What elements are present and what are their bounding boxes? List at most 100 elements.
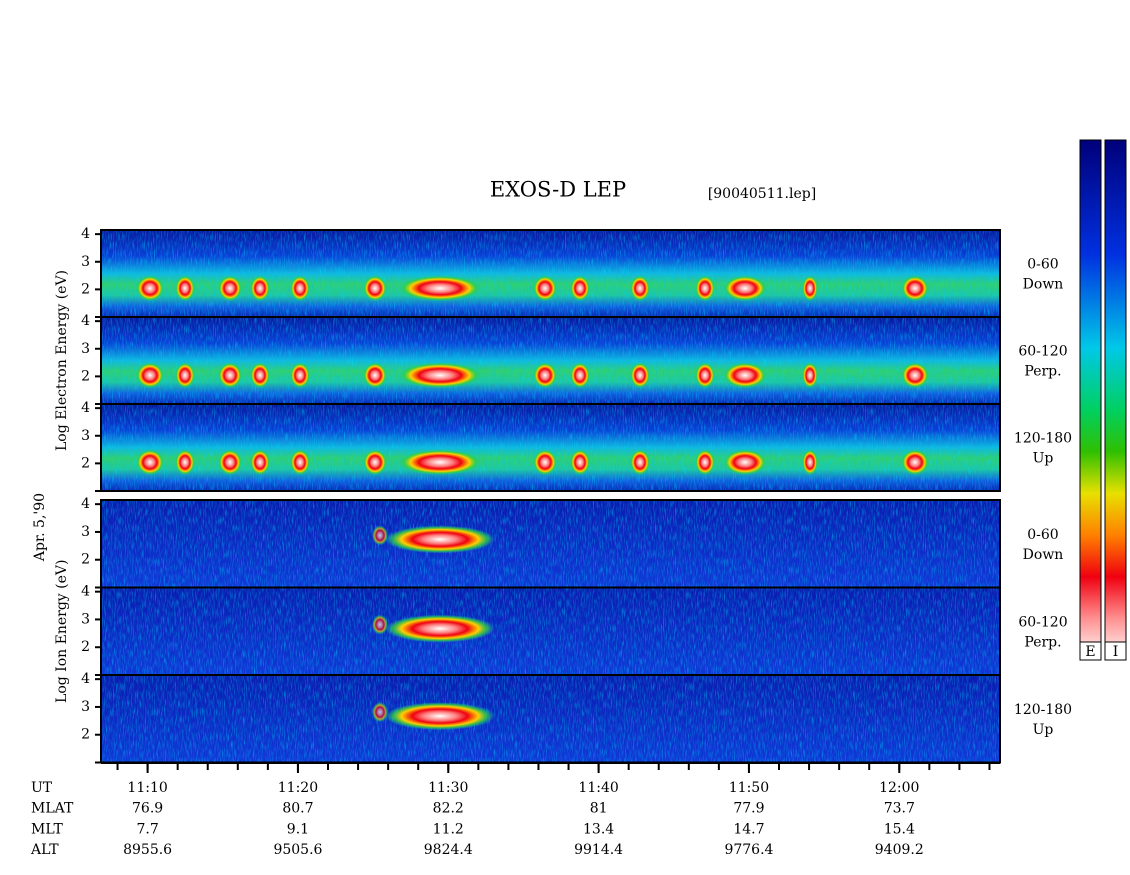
spectrogram-feature xyxy=(250,275,270,302)
panel-frame xyxy=(100,403,1001,492)
row-label: UT xyxy=(31,780,53,796)
color-bar xyxy=(1104,139,1127,661)
color-bar-label-box xyxy=(1104,641,1127,661)
spectrogram-feature xyxy=(695,275,715,302)
spectrogram-feature xyxy=(175,362,195,389)
spectrogram-panel: 2 3 4 xyxy=(81,671,1001,764)
spectrogram-feature xyxy=(802,449,818,476)
spectrogram-feature xyxy=(630,362,650,389)
y-tick-label: 2 xyxy=(81,727,90,743)
spectrogram-feature xyxy=(802,275,818,302)
panel-label: 60-120 xyxy=(1018,344,1067,360)
spectrogram-feature xyxy=(136,275,164,302)
row-value: 9824.4 xyxy=(424,842,473,858)
y-tick-label: 4 xyxy=(81,671,90,687)
panel-label: 60-120 xyxy=(1018,614,1067,630)
row-value: 8955.6 xyxy=(123,842,172,858)
panel-label: Perp. xyxy=(1024,364,1061,380)
spectrogram-panel: 2 3 4 xyxy=(81,496,1001,589)
y-tick-label: 3 xyxy=(81,254,90,270)
spectrogram-feature xyxy=(533,362,557,389)
color-bar xyxy=(1079,139,1102,661)
spectrogram-feature xyxy=(901,275,929,302)
spectrogram-feature xyxy=(250,449,270,476)
row-label: MLT xyxy=(31,821,63,837)
panel-label: Up xyxy=(1033,451,1054,467)
spectrogram-feature xyxy=(630,449,650,476)
spectrogram-feature xyxy=(901,362,929,389)
row-value: 9.1 xyxy=(287,821,309,837)
spectrogram-feature xyxy=(218,449,242,476)
row-label: ALT xyxy=(30,842,59,858)
title: EXOS-D LEP xyxy=(490,178,626,202)
row-value: 13.4 xyxy=(583,821,614,837)
spectrogram-feature xyxy=(398,449,482,476)
spectrogram-panel: 2 3 4 xyxy=(81,584,1001,676)
spectrogram-feature xyxy=(723,449,767,476)
row-label: MLAT xyxy=(31,801,74,817)
y-tick-label: 3 xyxy=(81,428,90,444)
spectrogram-noise xyxy=(101,675,1000,763)
panel-label: 0-60 xyxy=(1027,257,1058,273)
y-tick-label: 2 xyxy=(81,281,90,297)
panel-label: 120-180 xyxy=(1014,431,1072,447)
y-tick-label: 4 xyxy=(81,313,90,329)
spectrogram-feature xyxy=(533,275,557,302)
spectrogram-feature xyxy=(630,275,650,302)
color-bar-label-box xyxy=(1079,641,1102,661)
y-tick-label: 4 xyxy=(81,226,90,242)
color-bars: E I xyxy=(1079,139,1127,661)
spectrogram-panel: 2 3 4 xyxy=(81,313,1001,405)
spectrogram-panel: 2 3 4 xyxy=(81,400,1001,492)
spectrogram-feature xyxy=(570,362,590,389)
panel-label: 120-180 xyxy=(1014,702,1072,718)
y-tick-label: 3 xyxy=(81,611,90,627)
spectrogram-feature xyxy=(385,614,495,643)
y-tick-label: 2 xyxy=(81,368,90,384)
row-value: 9914.4 xyxy=(574,842,623,858)
spectrogram-feature xyxy=(398,275,482,302)
panel-label: Perp. xyxy=(1024,634,1061,650)
spectrogram-feature xyxy=(570,449,590,476)
spectrogram-feature xyxy=(385,702,495,731)
y-tick-label: 2 xyxy=(81,639,90,655)
row-value: 9409.2 xyxy=(875,842,924,858)
spectrogram-noise xyxy=(101,500,1000,588)
file-name: [90040511.lep] xyxy=(708,186,816,202)
spectrogram-feature xyxy=(570,275,590,302)
spectrogram-feature xyxy=(363,362,387,389)
row-value: 82.2 xyxy=(433,801,464,817)
y-tick-label: 3 xyxy=(81,341,90,357)
spectrogram-feature xyxy=(695,362,715,389)
y-tick-label: 2 xyxy=(81,552,90,568)
spectrogram-feature xyxy=(175,449,195,476)
panel-label: Down xyxy=(1023,277,1064,293)
spectrogram-panel: 2 3 4 xyxy=(81,226,1001,318)
x-tick-label: 11:10 xyxy=(127,780,167,796)
row-value: 73.7 xyxy=(884,801,915,817)
x-tick-label: 11:30 xyxy=(428,780,468,796)
row-value: 80.7 xyxy=(282,801,313,817)
spectrogram-feature xyxy=(385,525,495,554)
color-bar-label: I xyxy=(1113,644,1119,660)
y-tick-label: 4 xyxy=(81,400,90,416)
y-tick-label: 3 xyxy=(81,524,90,540)
row-value: 9776.4 xyxy=(724,842,773,858)
spectrogram-feature xyxy=(723,362,767,389)
row-value: 81 xyxy=(590,801,608,817)
row-value: 11.2 xyxy=(433,821,464,837)
panel-label: Up xyxy=(1033,722,1054,738)
y-tick-label: 4 xyxy=(81,584,90,600)
spectrogram-feature xyxy=(533,449,557,476)
spectrogram-feature xyxy=(175,275,195,302)
spectrogram-feature xyxy=(218,362,242,389)
y-tick-label: 2 xyxy=(81,455,90,471)
spectrogram-noise xyxy=(101,587,1000,675)
row-value: 9505.6 xyxy=(273,842,322,858)
spectrogram-feature xyxy=(218,275,242,302)
spectrogram-feature xyxy=(723,275,767,302)
y-axis-label: Log Electron Energy (eV) xyxy=(54,270,70,451)
row-value: 14.7 xyxy=(733,821,764,837)
x-tick-label: 11:40 xyxy=(578,780,618,796)
